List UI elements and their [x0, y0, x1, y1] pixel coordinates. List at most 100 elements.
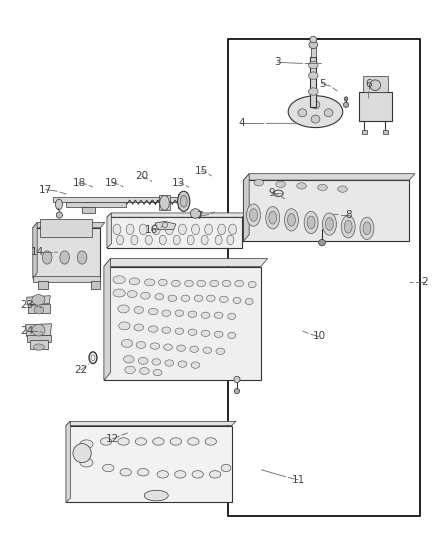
Ellipse shape	[245, 298, 253, 305]
Ellipse shape	[159, 235, 166, 245]
Ellipse shape	[217, 224, 225, 235]
Ellipse shape	[343, 102, 348, 108]
Text: 13: 13	[172, 177, 185, 188]
Ellipse shape	[246, 204, 260, 226]
Polygon shape	[25, 324, 51, 336]
Ellipse shape	[113, 276, 125, 284]
Polygon shape	[155, 221, 176, 229]
Ellipse shape	[113, 289, 125, 297]
Text: 7: 7	[196, 211, 203, 221]
Ellipse shape	[227, 313, 235, 319]
Ellipse shape	[34, 306, 44, 314]
Ellipse shape	[288, 96, 342, 127]
Ellipse shape	[254, 180, 263, 186]
Ellipse shape	[162, 310, 170, 317]
Ellipse shape	[100, 438, 112, 445]
Ellipse shape	[191, 471, 203, 478]
Ellipse shape	[215, 348, 224, 354]
Ellipse shape	[307, 216, 314, 229]
Ellipse shape	[189, 346, 198, 352]
Text: 12: 12	[106, 434, 119, 444]
Polygon shape	[27, 296, 50, 305]
Ellipse shape	[214, 331, 223, 337]
Polygon shape	[104, 259, 110, 381]
Text: 24: 24	[20, 326, 33, 336]
Polygon shape	[107, 213, 111, 248]
Ellipse shape	[308, 72, 318, 79]
Ellipse shape	[227, 332, 235, 338]
Ellipse shape	[191, 362, 199, 368]
Text: 2: 2	[420, 277, 427, 287]
Text: 10: 10	[312, 332, 325, 342]
Ellipse shape	[309, 36, 316, 43]
Polygon shape	[243, 174, 414, 180]
Ellipse shape	[202, 347, 211, 353]
Polygon shape	[66, 421, 236, 425]
Ellipse shape	[152, 438, 164, 445]
Ellipse shape	[80, 440, 93, 448]
Ellipse shape	[126, 224, 134, 235]
Ellipse shape	[80, 458, 93, 467]
Text: 11: 11	[291, 475, 304, 484]
Ellipse shape	[337, 186, 346, 192]
Ellipse shape	[222, 280, 230, 287]
Ellipse shape	[135, 438, 146, 445]
Ellipse shape	[121, 340, 132, 348]
Ellipse shape	[162, 327, 170, 333]
Ellipse shape	[55, 199, 62, 210]
Ellipse shape	[287, 214, 295, 226]
Ellipse shape	[171, 280, 180, 287]
Ellipse shape	[42, 251, 52, 264]
FancyBboxPatch shape	[39, 281, 48, 289]
Ellipse shape	[150, 343, 159, 349]
Ellipse shape	[77, 251, 87, 264]
Ellipse shape	[60, 251, 69, 264]
Ellipse shape	[275, 181, 285, 188]
Ellipse shape	[152, 224, 160, 235]
Ellipse shape	[304, 212, 318, 233]
Ellipse shape	[170, 438, 181, 445]
Ellipse shape	[209, 471, 220, 478]
Ellipse shape	[134, 306, 143, 313]
Ellipse shape	[196, 280, 205, 287]
Text: 3: 3	[274, 58, 281, 67]
Ellipse shape	[187, 311, 196, 317]
Polygon shape	[104, 259, 267, 266]
Ellipse shape	[317, 184, 326, 191]
Ellipse shape	[308, 88, 318, 95]
Ellipse shape	[296, 183, 306, 189]
Ellipse shape	[140, 292, 150, 299]
Ellipse shape	[181, 295, 189, 302]
Ellipse shape	[297, 109, 306, 117]
Ellipse shape	[178, 361, 186, 367]
Ellipse shape	[145, 235, 152, 245]
Ellipse shape	[265, 207, 279, 229]
Text: 23: 23	[20, 300, 33, 310]
Ellipse shape	[201, 235, 208, 245]
Ellipse shape	[318, 239, 325, 246]
Ellipse shape	[163, 344, 172, 350]
Ellipse shape	[359, 217, 373, 239]
Polygon shape	[33, 222, 37, 278]
Ellipse shape	[215, 235, 222, 245]
Ellipse shape	[233, 376, 240, 383]
FancyBboxPatch shape	[27, 335, 50, 342]
Ellipse shape	[177, 345, 185, 351]
Text: 14: 14	[31, 247, 44, 257]
Ellipse shape	[136, 342, 145, 349]
Ellipse shape	[249, 209, 257, 221]
FancyBboxPatch shape	[104, 266, 260, 381]
Ellipse shape	[117, 305, 129, 313]
FancyBboxPatch shape	[362, 76, 387, 92]
FancyBboxPatch shape	[243, 180, 408, 241]
FancyBboxPatch shape	[66, 425, 231, 503]
Polygon shape	[82, 207, 95, 214]
FancyBboxPatch shape	[33, 276, 100, 282]
Ellipse shape	[148, 309, 158, 315]
Polygon shape	[66, 421, 70, 503]
Ellipse shape	[144, 279, 155, 286]
Ellipse shape	[139, 368, 149, 374]
Ellipse shape	[127, 290, 137, 297]
Ellipse shape	[168, 295, 177, 302]
Ellipse shape	[120, 469, 131, 476]
